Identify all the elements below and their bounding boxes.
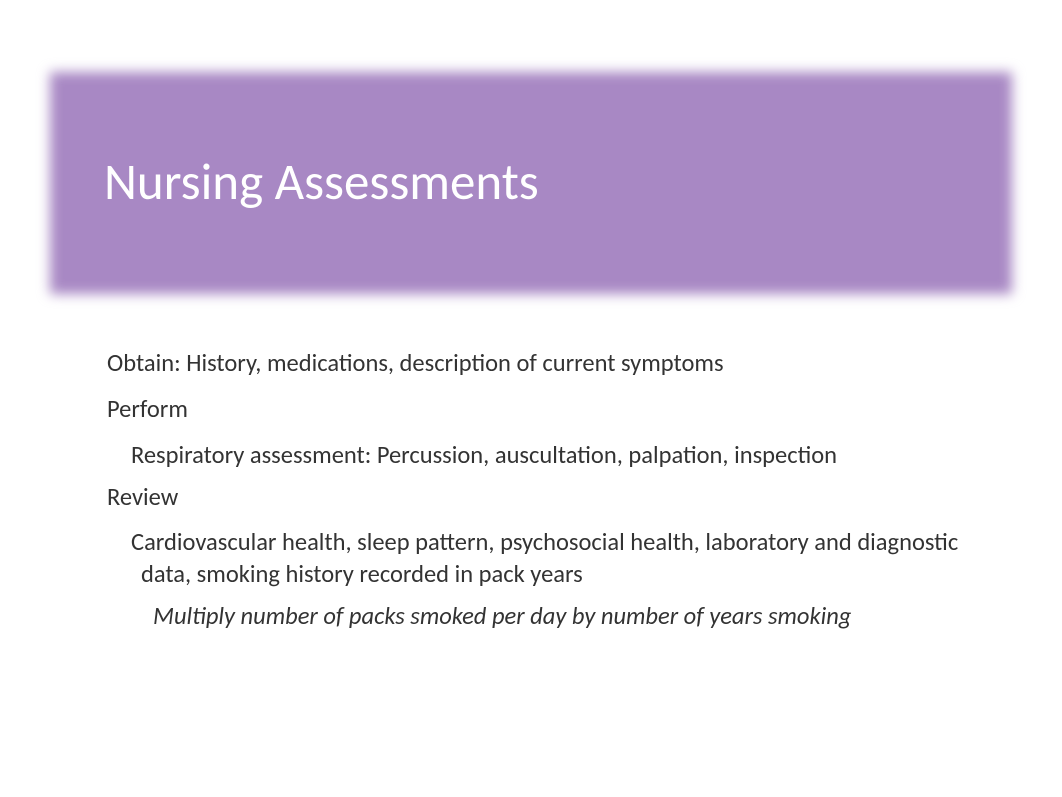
bullet-review-sub-sub: Multiply number of packs smoked per day … (153, 601, 967, 633)
bullet-perform-sub: Respiratory assessment: Percussion, ausc… (131, 440, 967, 472)
bullet-review: Review (107, 482, 967, 514)
bullet-perform: Perform (107, 394, 967, 426)
slide-content: Obtain: History, medications, descriptio… (107, 348, 967, 643)
slide-title: Nursing Assessments (104, 150, 539, 213)
bullet-review-sub: Cardiovascular health, sleep pattern, ps… (131, 527, 967, 591)
bullet-obtain: Obtain: History, medications, descriptio… (107, 348, 967, 380)
